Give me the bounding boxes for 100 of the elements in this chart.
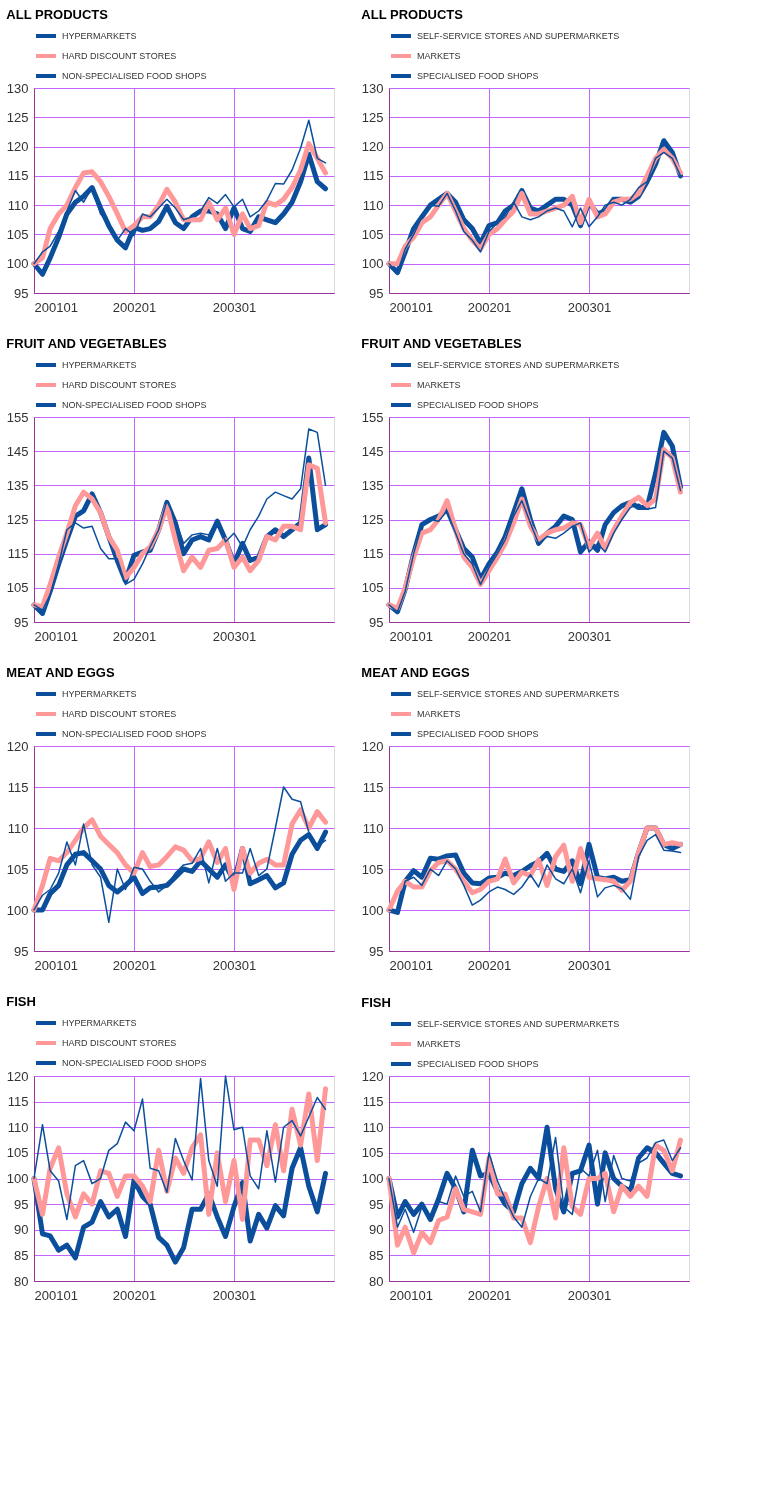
legend-label: HARD DISCOUNT STORES (62, 709, 177, 719)
x-tick-label: 200201 (467, 628, 512, 644)
legend-label: SELF-SERVICE STORES AND SUPERMARKETS (417, 31, 620, 41)
y-tick-label: 95 (369, 1196, 384, 1212)
legend-label: HYPERMARKETS (62, 360, 137, 370)
y-tick-label: 80 (14, 1273, 29, 1289)
x-tick-label: 200101 (34, 628, 78, 644)
legend-label: HARD DISCOUNT STORES (62, 1038, 177, 1048)
y-tick-label: 120 (361, 1068, 384, 1084)
legend-label: MARKETS (417, 51, 461, 61)
x-tick-label: 200101 (34, 299, 78, 315)
y-tick-label: 125 (6, 512, 29, 527)
y-tick-label: 110 (7, 197, 29, 213)
y-tick-label: 95 (14, 943, 29, 959)
legend-label: NON-SPECIALISED FOOD SHOPS (62, 1058, 207, 1068)
chart-title: FRUIT AND VEGETABLES (6, 336, 167, 351)
y-tick-label: 115 (7, 546, 29, 562)
y-tick-label: 125 (361, 109, 384, 125)
y-tick-label: 105 (6, 226, 29, 242)
chart-title: FRUIT AND VEGETABLES (361, 336, 522, 351)
x-tick-label: 200101 (389, 1287, 433, 1303)
x-tick-label: 200201 (112, 628, 157, 644)
y-tick-label: 115 (362, 779, 384, 795)
y-tick-label: 120 (6, 139, 29, 155)
y-tick-label: 135 (361, 477, 384, 493)
y-tick-label: 120 (361, 738, 384, 754)
x-tick-label: 200301 (212, 628, 257, 644)
legend-label: HYPERMARKETS (62, 1018, 137, 1028)
legend-label: HYPERMARKETS (62, 31, 137, 41)
y-tick-label: 105 (6, 580, 29, 596)
x-tick-label: 200201 (112, 957, 157, 973)
y-tick-label: 145 (361, 443, 384, 459)
legend-label: SELF-SERVICE STORES AND SUPERMARKETS (417, 689, 620, 699)
x-tick-label: 200301 (567, 1287, 612, 1303)
x-tick-label: 200301 (212, 957, 257, 973)
y-tick-label: 95 (369, 943, 384, 959)
y-tick-label: 115 (362, 546, 384, 562)
x-tick-label: 200301 (567, 957, 612, 973)
y-tick-label: 105 (361, 861, 384, 877)
y-tick-label: 80 (369, 1273, 384, 1289)
y-tick-label: 90 (14, 1222, 29, 1238)
y-tick-label: 90 (369, 1222, 384, 1238)
y-tick-label: 115 (7, 168, 29, 184)
chart-title: ALL PRODUCTS (6, 7, 109, 22)
legend-label: NON-SPECIALISED FOOD SHOPS (62, 400, 207, 410)
legend-label: HYPERMARKETS (62, 689, 137, 699)
x-tick-label: 200101 (34, 957, 78, 973)
x-tick-label: 200101 (34, 1287, 78, 1303)
legend-label: MARKETS (417, 380, 461, 390)
y-tick-label: 95 (14, 1196, 29, 1212)
legend-label: SELF-SERVICE STORES AND SUPERMARKETS (417, 360, 620, 370)
y-tick-label: 120 (6, 738, 29, 754)
y-tick-label: 125 (6, 109, 29, 125)
y-tick-label: 85 (14, 1247, 29, 1263)
y-tick-label: 105 (6, 861, 29, 877)
y-tick-label: 100 (6, 256, 29, 272)
legend-label: SPECIALISED FOOD SHOPS (417, 1059, 539, 1069)
x-tick-label: 200301 (567, 299, 612, 315)
y-tick-label: 130 (361, 80, 384, 96)
y-tick-label: 105 (361, 1145, 384, 1161)
legend-label: NON-SPECIALISED FOOD SHOPS (62, 71, 207, 81)
chart-title: MEAT AND EGGS (361, 665, 470, 680)
x-tick-label: 200201 (112, 1287, 157, 1303)
chart-title: FISH (6, 994, 36, 1009)
x-tick-label: 200201 (467, 957, 512, 973)
y-tick-label: 120 (6, 1068, 29, 1084)
y-tick-label: 85 (369, 1247, 384, 1263)
y-tick-label: 100 (6, 1171, 29, 1186)
legend-label: NON-SPECIALISED FOOD SHOPS (62, 729, 207, 739)
x-tick-label: 200101 (389, 957, 433, 973)
y-tick-label: 105 (6, 1145, 29, 1161)
legend-label: SPECIALISED FOOD SHOPS (417, 71, 539, 81)
y-tick-label: 115 (362, 1094, 384, 1110)
x-tick-label: 200201 (467, 1287, 512, 1303)
legend-label: SELF-SERVICE STORES AND SUPERMARKETS (417, 1019, 620, 1029)
chart-title: ALL PRODUCTS (361, 7, 464, 22)
y-tick-label: 115 (362, 168, 384, 184)
y-tick-label: 110 (7, 820, 29, 836)
y-tick-label: 110 (362, 820, 384, 836)
legend-label: SPECIALISED FOOD SHOPS (417, 400, 539, 410)
y-tick-label: 95 (14, 614, 29, 630)
y-tick-label: 115 (7, 1094, 29, 1110)
x-tick-label: 200301 (212, 1287, 257, 1303)
x-tick-label: 200201 (467, 299, 512, 315)
y-tick-label: 130 (6, 80, 29, 96)
legend-label: HARD DISCOUNT STORES (62, 380, 177, 390)
y-tick-label: 115 (7, 779, 29, 795)
legend-label: MARKETS (417, 1039, 461, 1049)
chart-title: FISH (361, 995, 391, 1010)
y-tick-label: 100 (6, 902, 29, 918)
y-tick-label: 145 (6, 443, 29, 459)
x-tick-label: 200201 (112, 299, 157, 315)
y-tick-label: 155 (6, 409, 29, 425)
y-tick-label: 95 (14, 285, 29, 301)
y-tick-label: 110 (362, 197, 384, 213)
y-tick-label: 125 (361, 512, 384, 527)
y-tick-label: 100 (361, 1171, 384, 1186)
y-tick-label: 100 (361, 256, 384, 272)
y-tick-label: 100 (361, 902, 384, 918)
legend-label: MARKETS (417, 709, 461, 719)
